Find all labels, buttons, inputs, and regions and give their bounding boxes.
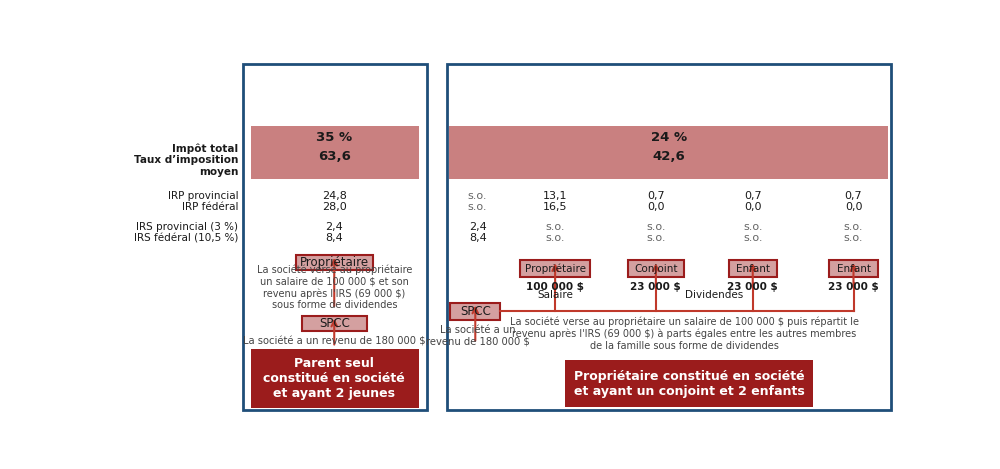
Text: 0,7: 0,7 [744, 191, 762, 201]
Bar [628, 260, 684, 277]
Bar [296, 255, 373, 270]
Text: IRP provincial: IRP provincial [168, 191, 238, 201]
Text: Dividendes: Dividendes [685, 290, 743, 300]
Text: 8,4: 8,4 [469, 233, 486, 243]
Bar [520, 260, 590, 277]
Bar [251, 126, 419, 180]
Text: s.o.: s.o. [743, 222, 763, 232]
Text: Propriétaire: Propriétaire [300, 256, 369, 269]
Bar [447, 64, 891, 410]
Text: Parent seul
constitué en société
et ayant 2 jeunes: Parent seul constitué en société et ayan… [263, 357, 405, 400]
Text: s.o.: s.o. [743, 233, 763, 243]
Text: 63,6: 63,6 [318, 150, 351, 163]
Text: La société verse au propriétaire
un salaire de 100 000 $ et son
revenu après l'I: La société verse au propriétaire un sala… [257, 265, 412, 310]
Text: s.o.: s.o. [468, 191, 487, 201]
Text: Salaire: Salaire [537, 290, 573, 300]
Text: La société a un revenu de 180 000 $: La société a un revenu de 180 000 $ [243, 336, 426, 346]
Text: 35 %: 35 % [316, 131, 352, 144]
Bar [565, 361, 813, 407]
Text: 2,4: 2,4 [325, 222, 343, 232]
Text: IRP fédéral: IRP fédéral [182, 202, 238, 212]
Text: s.o.: s.o. [646, 222, 666, 232]
Text: s.o.: s.o. [545, 222, 565, 232]
Text: 100 000 $: 100 000 $ [526, 281, 584, 292]
Bar [302, 316, 367, 331]
Text: Conjoint: Conjoint [634, 264, 678, 274]
Bar [449, 126, 888, 180]
Text: 2,4: 2,4 [469, 222, 486, 232]
Text: s.o.: s.o. [545, 233, 565, 243]
Text: IRS fédéral (10,5 %): IRS fédéral (10,5 %) [134, 233, 238, 243]
Text: 24 %: 24 % [651, 131, 687, 144]
Text: 0,7: 0,7 [845, 191, 862, 201]
Text: 13,1: 13,1 [543, 191, 567, 201]
Bar [829, 260, 878, 277]
Text: 28,0: 28,0 [322, 202, 347, 212]
Bar [450, 303, 500, 319]
Text: La société a un
revenu de 180 000 $: La société a un revenu de 180 000 $ [426, 325, 530, 347]
Text: Impôt total
Taux d’imposition
moyen: Impôt total Taux d’imposition moyen [134, 144, 238, 177]
Text: Propriétaire: Propriétaire [525, 264, 586, 274]
Text: Enfant: Enfant [836, 264, 870, 274]
Bar [243, 64, 427, 410]
Bar [251, 349, 419, 408]
Text: 0,0: 0,0 [845, 202, 862, 212]
Text: Propriétaire constitué en société
et ayant un conjoint et 2 enfants: Propriétaire constitué en société et aya… [574, 370, 805, 398]
Text: Enfant: Enfant [736, 264, 770, 274]
Text: La société verse au propriétaire un salaire de 100 000 $ puis répartit le
revenu: La société verse au propriétaire un sala… [510, 316, 859, 351]
Text: 16,5: 16,5 [543, 202, 567, 212]
Text: 8,4: 8,4 [325, 233, 343, 243]
Text: 42,6: 42,6 [652, 150, 685, 163]
Text: 0,0: 0,0 [647, 202, 665, 212]
Text: 0,0: 0,0 [744, 202, 762, 212]
Text: 24,8: 24,8 [322, 191, 347, 201]
Text: 0,7: 0,7 [647, 191, 665, 201]
Text: 23 000 $: 23 000 $ [828, 281, 879, 292]
Text: 23 000 $: 23 000 $ [631, 281, 681, 292]
Text: SPCC: SPCC [319, 317, 350, 330]
Bar [729, 260, 777, 277]
Text: s.o.: s.o. [646, 233, 666, 243]
Text: 23 000 $: 23 000 $ [727, 281, 778, 292]
Text: s.o.: s.o. [844, 222, 863, 232]
Text: s.o.: s.o. [468, 202, 487, 212]
Text: SPCC: SPCC [460, 305, 491, 318]
Text: s.o.: s.o. [844, 233, 863, 243]
Text: IRS provincial (3 %): IRS provincial (3 %) [136, 222, 238, 232]
